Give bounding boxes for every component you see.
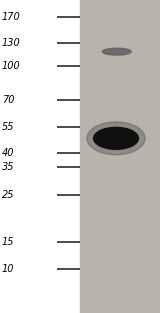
Text: 130: 130 (2, 38, 20, 48)
Text: 10: 10 (2, 264, 14, 274)
Text: 100: 100 (2, 61, 20, 71)
Bar (0, 0, 80, 313)
Bar (80, 0, 160, 313)
Text: 55: 55 (2, 122, 14, 132)
Text: 70: 70 (2, 95, 14, 105)
Text: 170: 170 (2, 12, 20, 22)
Text: 25: 25 (2, 190, 14, 200)
Ellipse shape (87, 122, 145, 155)
Ellipse shape (102, 48, 131, 55)
Ellipse shape (94, 127, 138, 149)
Text: 15: 15 (2, 237, 14, 247)
Text: 40: 40 (2, 148, 14, 158)
Text: 35: 35 (2, 162, 14, 172)
